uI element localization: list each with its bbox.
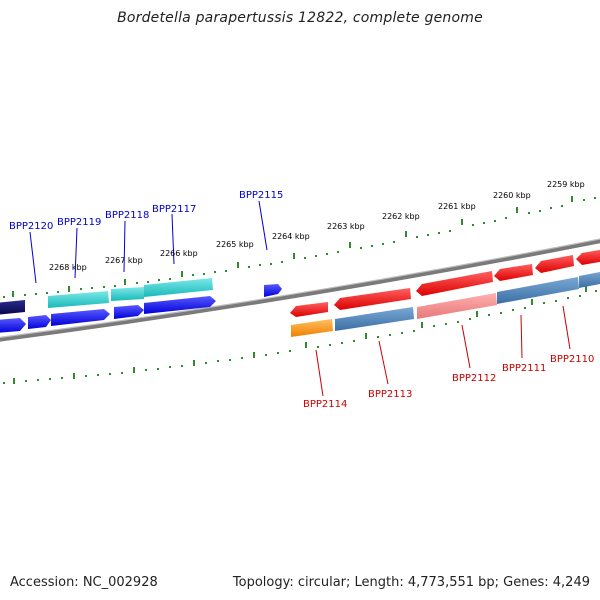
gene-arrow-red[interactable] <box>416 271 493 296</box>
ruler-label: 2262 kbp <box>382 212 420 221</box>
gene-arrow-blue[interactable] <box>51 309 110 326</box>
ruler-label: 2264 kbp <box>272 232 310 241</box>
genome-backbone <box>0 238 600 342</box>
gene-label-forward[interactable]: BPP2118 <box>105 210 149 221</box>
gene-arrow-pink[interactable] <box>417 293 497 319</box>
gene-label-reverse[interactable]: BPP2114 <box>303 399 347 410</box>
ruler-label: 2266 kbp <box>160 249 198 258</box>
ruler-label: 2261 kbp <box>438 202 476 211</box>
ruler-label: 2265 kbp <box>216 240 254 249</box>
forward-strand-genes <box>0 278 282 333</box>
accession-text: Accession: NC_002928 <box>10 575 158 590</box>
gene-arrow-red[interactable] <box>290 302 328 317</box>
upper-tick-ruler <box>3 196 596 298</box>
gene-arrow-blue[interactable] <box>264 284 282 297</box>
lower-tick-ruler <box>3 286 597 384</box>
gene-arrow-cyan[interactable] <box>111 287 144 301</box>
gene-arrow-blue[interactable] <box>114 305 144 319</box>
gene-arrow-blue[interactable] <box>28 315 51 329</box>
gene-arrow-red[interactable] <box>535 255 574 273</box>
topology-text: Topology: circular; Length: 4,773,551 bp… <box>232 575 590 590</box>
gene-arrow-navy[interactable] <box>0 300 25 315</box>
reverse-strand-genes <box>290 249 600 337</box>
gene-arrow-steel[interactable] <box>335 307 414 331</box>
gene-arrow-red[interactable] <box>494 264 533 281</box>
genome-backbone-highlight <box>0 238 600 338</box>
forward-label-leaders <box>29 200 268 284</box>
gene-arrow-cyan[interactable] <box>48 291 109 308</box>
ruler-label: 2259 kbp <box>547 180 585 189</box>
ruler-label: 2263 kbp <box>327 222 365 231</box>
gene-label-forward[interactable]: BPP2120 <box>9 221 53 232</box>
ruler-label: 2260 kbp <box>493 191 531 200</box>
gene-label-forward[interactable]: BPP2115 <box>239 190 283 201</box>
gene-arrow-red[interactable] <box>334 288 411 310</box>
gene-arrow-orange[interactable] <box>291 319 333 337</box>
gene-arrow-steel[interactable] <box>579 271 600 288</box>
map-title: Bordetella parapertussis 12822, complete… <box>117 10 483 26</box>
gene-label-reverse[interactable]: BPP2112 <box>452 373 496 384</box>
gene-label-reverse[interactable]: BPP2113 <box>368 389 412 400</box>
gene-arrow-red[interactable] <box>576 249 600 265</box>
gene-label-forward[interactable]: BPP2117 <box>152 204 196 215</box>
gene-arrow-cyan[interactable] <box>144 278 213 297</box>
reverse-label-leaders <box>315 305 571 397</box>
gene-label-forward[interactable]: BPP2119 <box>57 217 101 228</box>
gene-label-reverse[interactable]: BPP2110 <box>550 354 594 365</box>
gene-arrow-blue[interactable] <box>144 296 216 314</box>
ruler-label: 2268 kbp <box>49 263 87 272</box>
gene-arrow-steel[interactable] <box>497 277 579 304</box>
gene-label-reverse[interactable]: BPP2111 <box>502 363 546 374</box>
gene-arrow-blue[interactable] <box>0 318 26 333</box>
